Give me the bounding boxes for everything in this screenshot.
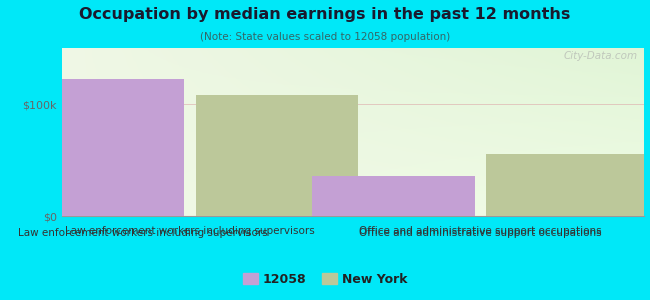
Text: Law enforcement workers including supervisors: Law enforcement workers including superv… <box>18 228 268 238</box>
Text: City-Data.com: City-Data.com <box>564 51 638 62</box>
Text: Law enforcement workers including supervisors: Law enforcement workers including superv… <box>65 226 315 236</box>
Bar <box>312 176 474 216</box>
Text: (Note: State values scaled to 12058 population): (Note: State values scaled to 12058 popu… <box>200 32 450 41</box>
Bar <box>196 95 358 216</box>
Legend: 12058, New York: 12058, New York <box>238 268 412 291</box>
Bar <box>21 80 184 216</box>
Bar <box>486 154 649 216</box>
Text: Occupation by median earnings in the past 12 months: Occupation by median earnings in the pas… <box>79 8 571 22</box>
Text: Office and administrative support occupations: Office and administrative support occupa… <box>359 226 602 236</box>
Text: Office and administrative support occupations: Office and administrative support occupa… <box>359 228 602 238</box>
